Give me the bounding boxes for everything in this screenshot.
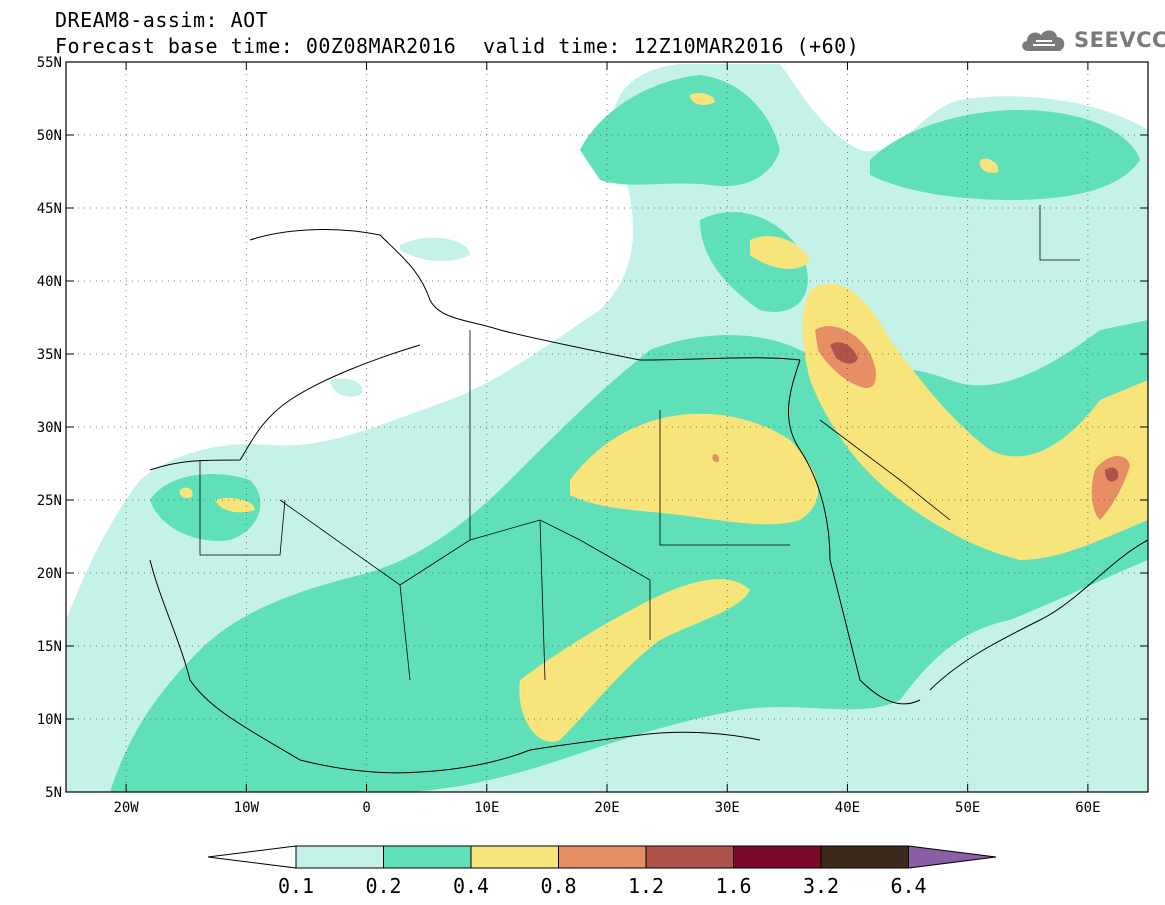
colorbar-label: 6.4 [890, 874, 926, 898]
lon-label: 30E [715, 800, 740, 816]
country-borders [199, 205, 1080, 681]
colorbar-segment [820, 845, 909, 869]
colorbar-label: 0.8 [540, 874, 576, 898]
lon-label: 60E [1075, 800, 1100, 816]
lon-label: 20W [113, 800, 139, 816]
forecast-base-time: Forecast base time: 00Z08MAR2016 [55, 34, 457, 58]
colorbar-label: 0.2 [365, 874, 401, 898]
valid-time: valid time: 12Z10MAR2016 (+60) [483, 34, 860, 58]
colorbar-segment [558, 845, 647, 869]
colorbar-label: 3.2 [803, 874, 839, 898]
cloud-logo-icon [1022, 30, 1065, 51]
colorbar-segment [645, 845, 734, 869]
aot-band-1.2-1.6 [830, 342, 1119, 482]
lon-label: 50E [955, 800, 980, 816]
lat-label: 10N [37, 712, 62, 728]
colorbar-label: 1.2 [628, 874, 664, 898]
lat-label: 30N [37, 420, 62, 436]
colorbar-segment [908, 845, 997, 869]
colorbar [207, 845, 997, 869]
lon-label: 40E [835, 800, 860, 816]
colorbar-segment [207, 845, 297, 869]
colorbar-segment [733, 845, 822, 869]
colorbar-label: 0.1 [278, 874, 314, 898]
brand-logo: SEEVCCC [1018, 25, 1165, 55]
colorbar-label: 1.6 [715, 874, 751, 898]
colorbar-segment [470, 845, 559, 869]
lat-label: 45N [37, 201, 62, 217]
lat-label: 5N [45, 785, 62, 801]
map-title: DREAM8-assim: AOT [55, 8, 269, 32]
lon-label: 0 [362, 800, 370, 816]
lat-label: 20N [37, 566, 62, 582]
aot-band-0.4-0.8 [179, 92, 1148, 742]
lon-label: 10E [474, 800, 499, 816]
longitude-labels: 20W 10W 0 10E 20E 30E 40E 50E 60E [113, 800, 1100, 816]
lat-label: 50N [37, 128, 62, 144]
coastlines [149, 229, 1148, 774]
brand-name: SEEVCCC [1074, 28, 1165, 52]
colorbar-label: 0.4 [453, 874, 489, 898]
map-frame [65, 61, 1149, 793]
lat-label: 55N [37, 55, 62, 71]
colorbar-segment [383, 845, 472, 869]
lat-label: 35N [37, 347, 62, 363]
lon-label: 10W [234, 800, 260, 816]
colorbar-labels: 0.1 0.2 0.4 0.8 1.2 1.6 3.2 6.4 [278, 874, 927, 898]
lon-label: 20E [594, 800, 619, 816]
lat-label: 15N [37, 639, 62, 655]
colorbar-segment [295, 845, 384, 869]
lat-label: 25N [37, 493, 62, 509]
latitude-labels: 55N 50N 45N 40N 35N 30N 25N 20N 15N 10N 5N [37, 55, 62, 801]
lat-label: 40N [37, 274, 62, 290]
